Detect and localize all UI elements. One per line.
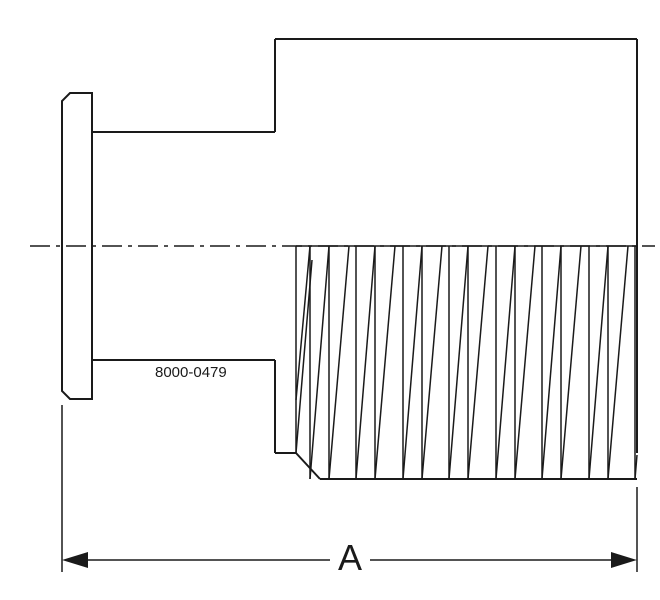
dimension-label: A <box>338 537 362 578</box>
thread-section <box>296 246 637 479</box>
dimension-a: A <box>62 405 637 578</box>
part-number-label: 8000-0479 <box>155 364 227 381</box>
technical-drawing: 8000-0479 A <box>0 0 660 600</box>
